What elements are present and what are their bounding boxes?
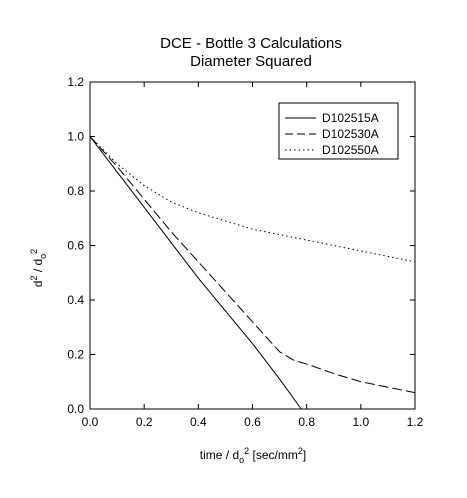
legend: D102515A D102530A D102550A	[278, 102, 399, 160]
x-tick-label: 0.0	[82, 415, 99, 429]
chart-subtitle: Diameter Squared	[190, 53, 312, 70]
legend-label: D102550A	[322, 143, 379, 157]
y-tick-label: 1.2	[67, 75, 84, 89]
legend-label: D102515A	[322, 111, 379, 125]
x-tick-label: 0.4	[190, 415, 207, 429]
series-line-solid	[89, 136, 302, 410]
series-line-dotted	[89, 136, 416, 263]
legend-label: D102530A	[322, 127, 379, 141]
series-lines	[89, 136, 416, 410]
x-ticks: 0.0 0.2 0.4 0.6 0.8 1.0 1.2	[82, 82, 424, 429]
y-tick-label: 0.8	[67, 184, 84, 198]
x-tick-label: 0.2	[136, 415, 153, 429]
x-tick-label: 0.6	[244, 415, 261, 429]
y-tick-label: 0.4	[67, 293, 84, 307]
y-axis-label: d2 / do2	[29, 249, 48, 287]
x-axis-label: time / do2 [sec/mm2]	[200, 446, 306, 465]
y-tick-label: 1.0	[67, 130, 84, 144]
y-ticks: 0.0 0.2 0.4 0.6 0.8 1.0 1.2	[67, 75, 415, 416]
x-tick-label: 1.2	[407, 415, 424, 429]
y-tick-label: 0.0	[67, 402, 84, 416]
y-tick-label: 0.6	[67, 239, 84, 253]
x-tick-label: 1.0	[352, 415, 369, 429]
chart-title: DCE - Bottle 3 Calculations	[160, 35, 342, 52]
series-line-dashed	[89, 136, 416, 394]
x-tick-label: 0.8	[298, 415, 315, 429]
y-tick-label: 0.2	[67, 348, 84, 362]
